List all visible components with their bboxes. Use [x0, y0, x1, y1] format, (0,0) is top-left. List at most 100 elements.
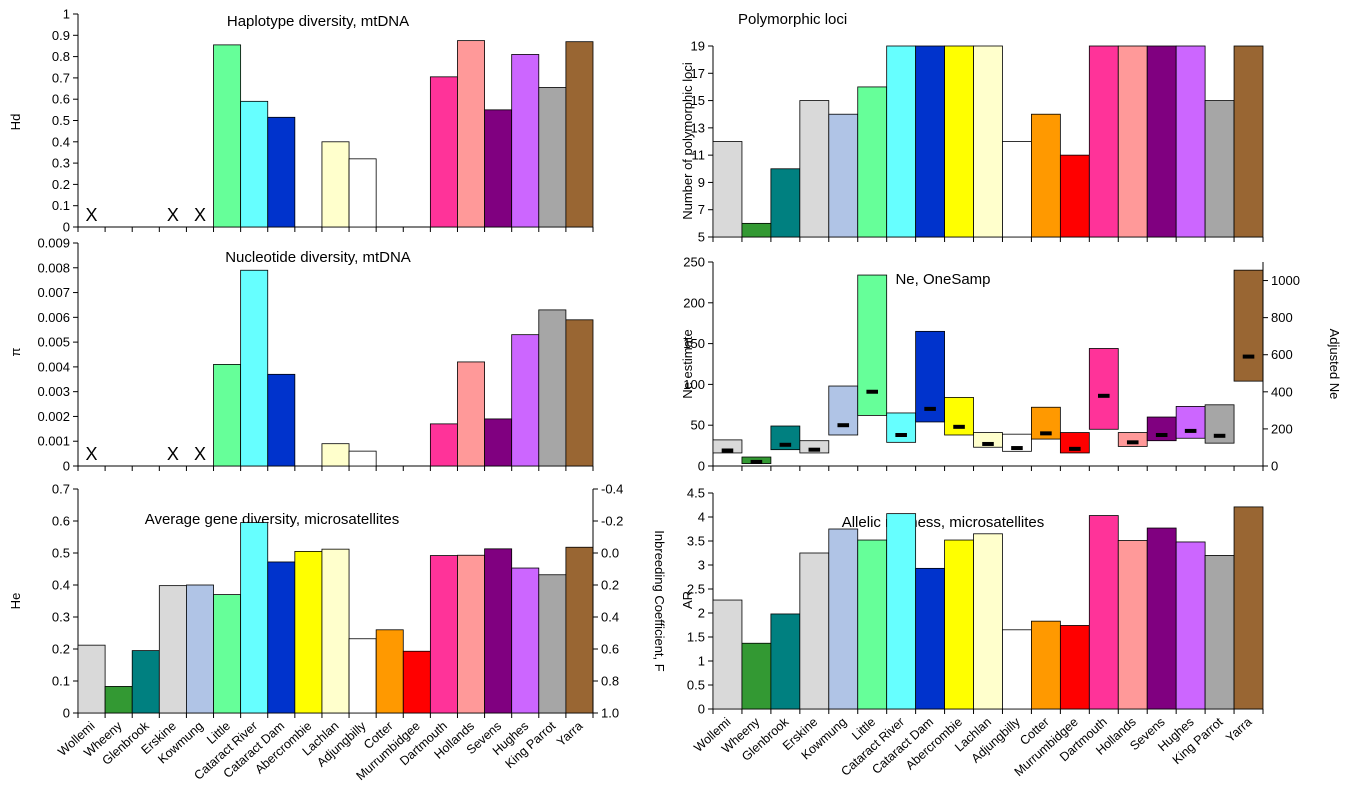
y-tick-label: 0.5: [52, 546, 70, 561]
bar: [267, 561, 296, 714]
chart-title: Allelic richness, microsatellites: [842, 514, 1045, 531]
y-tick-label: 200: [683, 295, 705, 310]
y-axis-label: π: [8, 347, 23, 356]
y2-tick-label: 0.8: [601, 674, 619, 689]
ne-range-bar: [944, 397, 974, 436]
y-tick-label: 0.3: [52, 610, 70, 625]
bar: [1204, 100, 1235, 238]
y-axis-label: Ne estimate: [680, 329, 695, 398]
bar: [77, 644, 106, 714]
y-tick-label: 9: [698, 175, 705, 190]
y-tick-label: 17: [691, 66, 705, 81]
bar: [828, 113, 859, 238]
bar: [511, 567, 540, 714]
bar: [1002, 629, 1032, 710]
y2-axis-label: Adjusted Ne: [1327, 329, 1342, 400]
bar: [565, 546, 594, 714]
y-tick-label: 0: [63, 220, 70, 235]
panel-hd: 0 0.1 0.2 0.3 0.4 0.5 0.6 0.7 0.8 0.9 1 Haplotype d…: [8, 7, 594, 235]
bar: [770, 168, 801, 238]
ne-range-bar: [857, 274, 888, 416]
y-tick-label: 15: [691, 93, 705, 108]
bar: [1117, 540, 1148, 710]
y-tick-label: 0.007: [37, 285, 70, 300]
bar: [741, 642, 772, 710]
y-tick-label: 1.5: [687, 630, 705, 645]
bar: [348, 158, 377, 228]
bar: [1175, 45, 1206, 238]
y2-axis-label: Inbreeding Coefficient, F: [652, 530, 667, 671]
y-tick-label: 0.003: [37, 384, 70, 399]
bar: [348, 450, 377, 467]
y-tick-label: 0.2: [52, 177, 70, 192]
bar: [240, 100, 269, 228]
y-tick-label: 100: [683, 377, 705, 392]
y-tick-label: 0.6: [52, 514, 70, 529]
y-axis-label: He: [8, 593, 23, 610]
category-label: Yarra: [554, 719, 585, 749]
y-tick-label: 0: [63, 459, 70, 474]
panel-ar: 0 0.5 1 1.5 2 2.5 3 3.5 4 4.5 Allelic richness, mi…: [680, 486, 1264, 717]
bar: [799, 100, 830, 238]
y-tick-label: 50: [691, 418, 705, 433]
bar: [457, 361, 485, 467]
y-tick-label: 0.004: [37, 359, 70, 374]
y-tick-label: 13: [691, 120, 705, 135]
bar: [321, 141, 350, 228]
y2-tick-label: 1.0: [601, 706, 619, 721]
bar: [944, 45, 974, 238]
bar: [1031, 620, 1061, 710]
bar: [1059, 625, 1090, 710]
bar: [1233, 45, 1264, 238]
y-tick-label: 0.2: [52, 642, 70, 657]
y-tick-label: 0.005: [37, 335, 70, 350]
ne-range-bar: [1146, 416, 1177, 442]
ne-range-bar: [828, 385, 859, 436]
y-tick-label: 0.7: [52, 482, 70, 497]
bar: [565, 319, 594, 467]
y-axis-label: Number of polymorphic loci: [680, 62, 695, 220]
y-tick-label: 0.4: [52, 134, 70, 149]
category-labels-he: WollemiWheenyGlenbrookErskineKowmungLitt…: [55, 718, 585, 783]
y-tick-label: 0.5: [687, 678, 705, 693]
y2-tick-label: 1000: [1271, 273, 1300, 288]
bar: [1117, 45, 1148, 238]
panel-poly: 5 7 9 11 13 15 17 19 Polymorphic loci Number of p…: [680, 11, 1264, 245]
missing-mark: X: [86, 205, 98, 225]
y2-tick-label: 0.2: [601, 578, 619, 593]
y-tick-label: 0.002: [37, 409, 70, 424]
bar: [104, 686, 133, 714]
bar: [213, 44, 242, 228]
chart-title: Haplotype diversity, mtDNA: [227, 13, 409, 30]
bar: [538, 309, 567, 467]
missing-mark: X: [167, 444, 179, 464]
bar: [348, 638, 377, 714]
y2-tick-label: 0.4: [601, 610, 619, 625]
y-tick-label: 0.008: [37, 260, 70, 275]
bar: [1146, 45, 1177, 238]
chart-title: Average gene diversity, microsatellites: [145, 511, 400, 528]
bar: [1175, 541, 1206, 710]
bar: [321, 443, 350, 467]
bar: [131, 650, 160, 714]
bar: [944, 539, 974, 710]
bar: [1146, 527, 1177, 710]
y-tick-label: 0.1: [52, 674, 70, 689]
y-tick-label: 0.006: [37, 310, 70, 325]
chart-title: Nucleotide diversity, mtDNA: [225, 249, 411, 266]
bar: [799, 552, 830, 710]
y-tick-label: 150: [683, 336, 705, 351]
y-tick-label: 11: [692, 148, 706, 163]
bar: [741, 222, 772, 238]
y-tick-label: 5: [698, 230, 705, 245]
y-tick-label: 4.5: [687, 486, 705, 501]
y2-tick-label: 400: [1271, 384, 1293, 399]
ne-range-bar: [1233, 269, 1264, 382]
y-tick-label: 0.4: [52, 578, 70, 593]
y-tick-label: 0.9: [52, 28, 70, 43]
bar: [186, 584, 214, 714]
bar: [915, 45, 945, 238]
bar: [457, 554, 485, 714]
y-tick-label: 0.1: [52, 198, 70, 213]
